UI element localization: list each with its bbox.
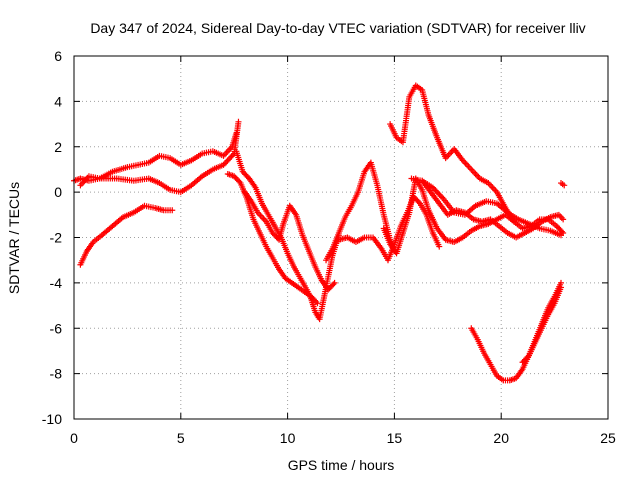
data-point: [558, 228, 565, 235]
y-tick-label: -6: [50, 320, 63, 336]
y-tick-label: -2: [50, 230, 63, 246]
series-track-l: [408, 175, 565, 239]
x-tick-label: 5: [177, 430, 185, 446]
data-point: [558, 232, 565, 239]
data-point: [313, 298, 320, 305]
series-track-b: [77, 118, 242, 196]
series-track-a: [71, 130, 240, 184]
y-tick-label: -4: [50, 275, 63, 291]
x-tick-label: 10: [280, 430, 296, 446]
y-tick-label: -8: [50, 366, 63, 382]
series-track-c: [77, 202, 176, 268]
data-point: [330, 281, 337, 288]
data-point: [314, 300, 321, 307]
data-point: [561, 182, 568, 189]
series-track-n: [519, 284, 565, 366]
y-tick-label: 6: [54, 48, 62, 64]
x-tick-label: 15: [387, 430, 403, 446]
x-axis-label: GPS time / hours: [288, 457, 395, 473]
data-point: [524, 353, 531, 360]
data-point: [558, 284, 565, 291]
data-point: [236, 178, 243, 185]
axis-ticks: 0 5 10 15 20 25 -10 -8 -6 -4 -2 0 2 4 6: [42, 48, 616, 446]
series-track-f: [241, 189, 338, 293]
data-point: [169, 207, 176, 214]
series-track-o: [558, 180, 568, 189]
x-tick-label: 20: [493, 430, 509, 446]
y-tick-label: 4: [54, 93, 62, 109]
y-tick-label: -10: [42, 411, 62, 427]
data-point: [415, 199, 422, 206]
y-axis-label: SDTVAR / TECUs: [6, 182, 22, 294]
x-tick-label: 0: [70, 430, 78, 446]
data-point: [436, 243, 443, 250]
y-tick-label: 0: [54, 184, 62, 200]
data-points: [71, 82, 568, 384]
x-tick-label: 25: [600, 430, 616, 446]
chart-title: Day 347 of 2024, Sidereal Day-to-day VTE…: [90, 20, 585, 36]
data-point: [511, 218, 518, 225]
series-track-i: [380, 175, 567, 257]
y-tick-label: 2: [54, 139, 62, 155]
data-point: [331, 279, 338, 286]
data-point: [235, 118, 242, 125]
data-point: [560, 216, 567, 223]
series-track-e: [224, 170, 321, 307]
series-track-g: [323, 159, 398, 264]
grid-lines: [74, 56, 608, 419]
series-track-m: [468, 279, 565, 384]
